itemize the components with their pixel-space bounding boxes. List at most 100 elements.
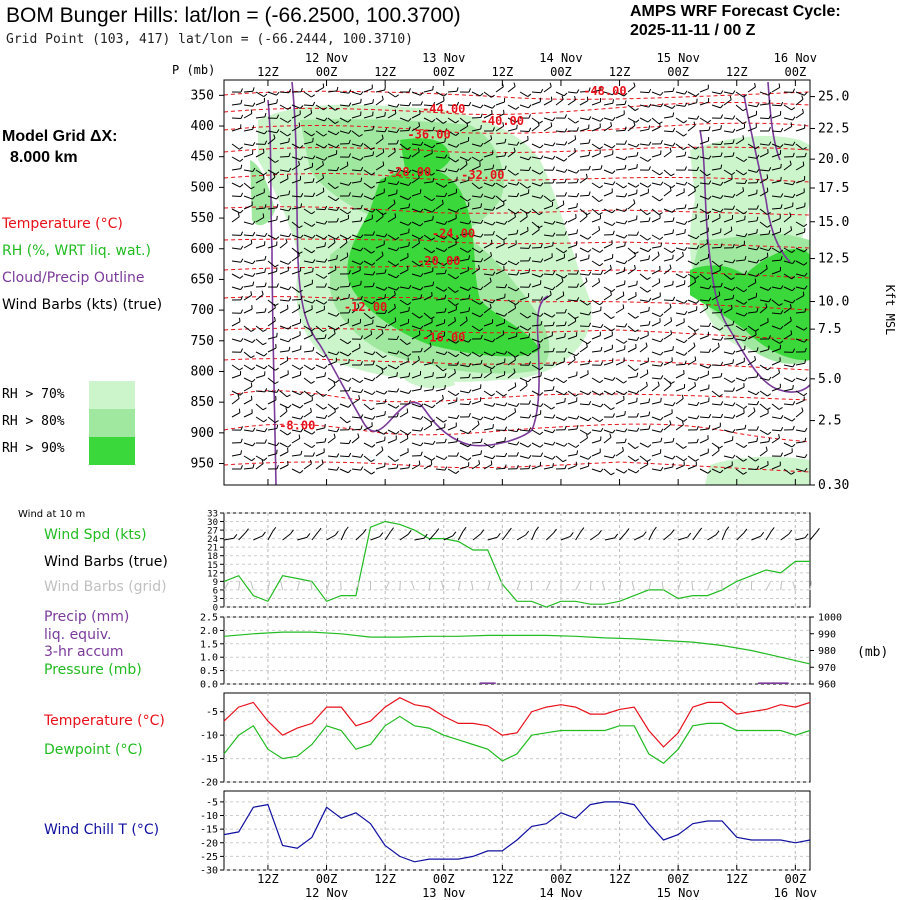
wind-barb-staff xyxy=(363,273,373,276)
wind-barb-staff xyxy=(591,429,601,433)
surface-wind-barb xyxy=(663,533,672,541)
wind-barb-staff xyxy=(435,298,445,301)
wind-barb-staff xyxy=(363,299,373,305)
wind-barb-flag xyxy=(347,352,352,357)
wind-barb-flag xyxy=(492,104,496,109)
grid-point-subtitle: Grid Point (103, 417) lat/lon = (-66.244… xyxy=(6,32,413,47)
wind-barb-flag xyxy=(456,414,460,419)
wind-barb-staff xyxy=(675,117,684,124)
wind-barb-staff xyxy=(459,205,469,210)
wind-barb-staff xyxy=(375,180,385,184)
wind-barb-flag xyxy=(732,205,736,210)
wind-barb-staff xyxy=(279,117,289,123)
wind-barb-staff xyxy=(735,156,745,162)
wind-barb-flag xyxy=(756,400,760,405)
wind-barb-staff xyxy=(243,294,252,301)
wind-barb-staff xyxy=(759,191,769,197)
wind-barb-flag xyxy=(708,297,712,302)
wind-barb-staff xyxy=(651,441,661,444)
wind-barb-flag xyxy=(286,394,291,398)
wind-barb-staff xyxy=(603,468,612,476)
wind-barb-flag xyxy=(418,239,420,244)
wind-barb-staff xyxy=(603,377,613,381)
wind-barb-flag xyxy=(264,428,268,432)
wind-barb-staff xyxy=(351,130,360,137)
grid-wind-barb xyxy=(500,581,503,591)
isotherm-label: -28.00 xyxy=(388,165,431,179)
wind-barb-flag xyxy=(287,261,292,265)
wind-barb-flag xyxy=(588,271,592,276)
wind-barb-staff xyxy=(255,192,265,197)
wind-barb-flag xyxy=(768,247,772,251)
wind-barb-flag xyxy=(396,286,400,291)
wind-barb-staff xyxy=(387,234,396,241)
legend-wind-spd: Wind Spd (kts) xyxy=(44,527,147,543)
wind-barb-staff xyxy=(315,463,324,470)
wind-barb-staff xyxy=(315,177,324,184)
wind-barb-staff xyxy=(447,468,457,474)
temperature-panel: -20-15-10-5 xyxy=(200,693,811,789)
surface-wind-barb xyxy=(428,532,437,541)
surface-wind-barb xyxy=(297,536,308,541)
wind-barb-staff xyxy=(639,428,650,431)
wind-barb-flag xyxy=(348,439,352,444)
wind-barb-staff xyxy=(423,152,433,158)
wind-barb-flag xyxy=(454,290,459,293)
wind10m-frame xyxy=(223,512,811,608)
wind-barb-flag xyxy=(804,454,808,458)
wind-barb-staff xyxy=(735,468,744,475)
wind-barb-flag xyxy=(718,394,723,397)
xs-p-tick-label: 900 xyxy=(191,426,214,441)
wind-barb-staff xyxy=(687,416,697,420)
wind-barb-flag xyxy=(552,441,556,446)
wind-barb-staff xyxy=(795,286,805,290)
wind-barb-staff xyxy=(687,325,696,332)
wind-barb-flag xyxy=(456,256,459,261)
wind-barb-flag xyxy=(371,300,376,305)
wind-barb-staff xyxy=(543,100,553,106)
wind-barb-staff xyxy=(303,112,312,119)
wind-barb-flag xyxy=(684,181,688,186)
wind-barb-staff xyxy=(447,320,456,327)
wind-barb-flag xyxy=(442,368,447,372)
wind-barb-staff xyxy=(411,260,420,267)
surface-wind-barb xyxy=(501,531,509,541)
wind-barb-flag xyxy=(585,212,588,217)
wind-barb-flag xyxy=(550,199,555,202)
wind-barb-staff xyxy=(303,221,313,227)
wind-barb-staff xyxy=(483,372,492,379)
wind-barb-flag xyxy=(732,90,736,95)
wind-barb-flag xyxy=(563,92,568,97)
isotherm-label: -20.00 xyxy=(417,254,460,268)
wind-barb-flag xyxy=(514,212,516,218)
wind-barb-staff xyxy=(351,284,361,288)
wind-barb-staff xyxy=(411,297,421,301)
panel-y-tick-label: 30 xyxy=(207,518,218,528)
wind-barb-staff xyxy=(711,376,721,379)
wind-barb-staff xyxy=(507,216,516,223)
wind-barb-flag xyxy=(648,141,652,146)
surface-wind-barb-flag xyxy=(670,529,675,534)
panel-right-tick-label: 970 xyxy=(818,663,836,674)
wind-barb-flag xyxy=(432,215,434,220)
wind-barb-staff xyxy=(771,299,780,306)
wind-barb-staff xyxy=(519,156,529,161)
wind-barb-flag xyxy=(287,106,292,110)
wind-barb-staff xyxy=(471,260,482,263)
wind-barb-flag xyxy=(492,195,496,199)
wind-barb-staff xyxy=(447,117,456,124)
wind-barb-staff xyxy=(327,286,337,291)
wind-barb-flag xyxy=(480,124,482,130)
wind-barb-flag xyxy=(672,127,676,132)
wind-barb-staff xyxy=(447,90,458,93)
wind-barb-staff xyxy=(495,204,505,210)
wind-barb-flag xyxy=(552,220,556,225)
wind-barb-flag xyxy=(801,95,804,100)
wind-barb-staff xyxy=(339,351,349,357)
wind-barb-staff xyxy=(783,205,793,210)
wind-barb-staff xyxy=(567,232,577,236)
wind-barb-flag xyxy=(262,213,265,218)
wind-barb-staff xyxy=(687,125,696,132)
surface-wind-barb xyxy=(238,532,246,541)
wind-barb-flag xyxy=(504,151,507,157)
